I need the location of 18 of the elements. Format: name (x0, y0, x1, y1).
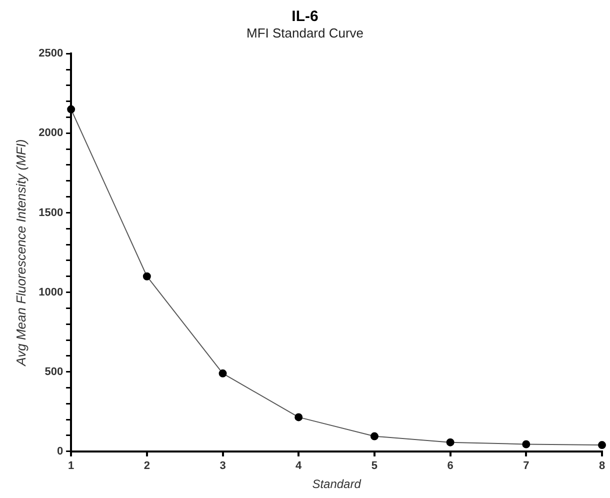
x-tick-label: 7 (523, 460, 530, 472)
x-tick-label: 3 (220, 460, 226, 472)
chart-title: IL-6 (292, 8, 318, 26)
x-tick-label: 6 (447, 460, 454, 472)
x-tick-label: 1 (68, 460, 74, 472)
x-tick-label: 2 (144, 460, 150, 472)
y-axis-title: Avg Mean Fluorescence Intensity (MFI) (13, 139, 28, 367)
x-axis-title: Standard (312, 477, 362, 492)
y-tick-label: 2500 (38, 48, 64, 60)
y-tick-label: 0 (56, 445, 64, 458)
y-tick-label: 500 (44, 366, 64, 378)
y-tick-label: 1500 (38, 206, 64, 219)
x-tick-label: 8 (598, 460, 606, 472)
y-tick-label: 1000 (38, 286, 64, 298)
x-tick-label: 5 (371, 460, 378, 472)
y-tick-label: 2000 (38, 127, 64, 140)
x-tick-label: 4 (296, 460, 303, 472)
chart-subtitle: MFI Standard Curve (246, 25, 364, 40)
